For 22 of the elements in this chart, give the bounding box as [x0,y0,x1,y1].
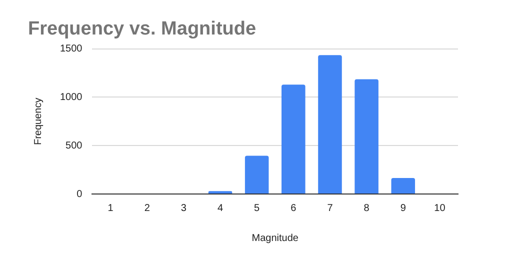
x-tick-label: 8 [364,202,370,214]
y-tick-label: 1500 [60,44,83,55]
x-tick-label: 4 [217,202,224,214]
chart-title: Frequency vs. Magnitude [28,18,256,40]
bar [391,178,416,194]
x-tick-label: 7 [327,202,334,214]
y-tick-label: 0 [76,188,83,200]
bar [318,55,342,194]
x-axis-title: Magnitude [252,232,299,244]
x-tick-label: 6 [290,202,297,214]
y-tick-label: 1000 [60,92,83,103]
x-tick-label: 9 [400,202,406,214]
x-tick-label: 5 [254,202,260,214]
x-tick-label: 3 [180,202,187,214]
y-axis-title: Frequency [32,98,44,146]
x-tick-label: 10 [434,202,446,214]
bar [244,156,269,194]
bar [354,79,378,194]
x-tick-label: 2 [144,202,150,214]
bar [282,84,306,194]
x-tick-label: 1 [108,202,114,214]
y-tick-label: 500 [66,140,83,152]
